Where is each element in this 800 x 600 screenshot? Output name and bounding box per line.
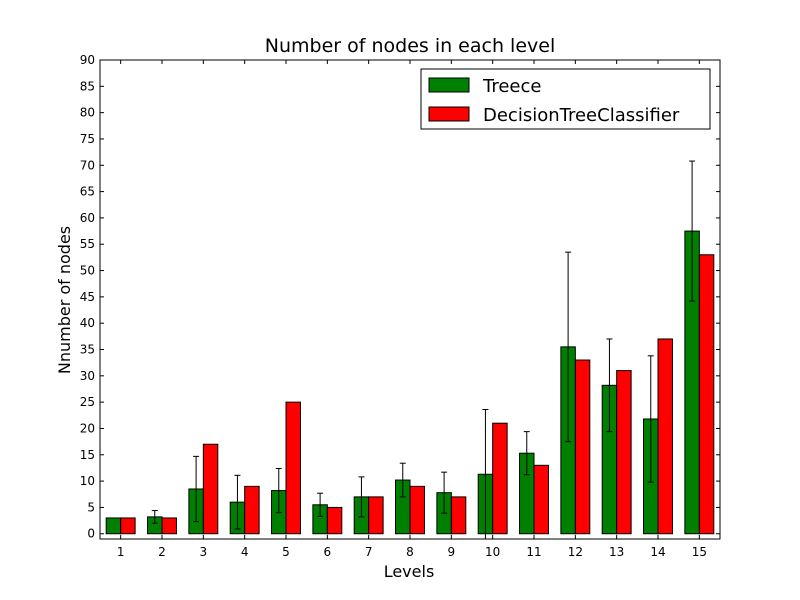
legend-label-treece: Treece bbox=[482, 76, 541, 97]
bar-decisiontreeclassifier-14 bbox=[657, 338, 673, 535]
bar-decisiontreeclassifier-10 bbox=[492, 422, 508, 535]
x-tick-label-9: 9 bbox=[448, 545, 456, 559]
x-tick-label-7: 7 bbox=[365, 545, 373, 559]
bar-decisiontreeclassifier-6 bbox=[326, 506, 343, 535]
y-tick-label-45: 45 bbox=[80, 290, 95, 304]
bar-decisiontreeclassifier-8 bbox=[409, 485, 425, 535]
x-tick-label-14: 14 bbox=[650, 545, 665, 559]
bar-decisiontreeclassifier-13 bbox=[616, 370, 632, 535]
chart-title: Number of nodes in each level bbox=[265, 35, 555, 57]
x-tick-label-3: 3 bbox=[200, 545, 208, 559]
y-axis: 0 5 10 15 20 25 30 35 40 45 50 55 60 65 70 75 80 85 90 bbox=[80, 53, 720, 541]
x-tick-label-11: 11 bbox=[526, 545, 541, 559]
bar-decisiontreeclassifier-2 bbox=[161, 517, 177, 535]
x-tick-label-15: 15 bbox=[692, 545, 707, 559]
x-tick-label-6: 6 bbox=[324, 545, 332, 559]
y-tick-label-25: 25 bbox=[80, 395, 95, 409]
y-tick-label-40: 40 bbox=[80, 316, 95, 330]
x-tick-label-10: 10 bbox=[485, 545, 500, 559]
bar-decisiontreeclassifier-5 bbox=[285, 401, 301, 535]
error-bars-layer bbox=[151, 160, 696, 540]
x-tick-label-5: 5 bbox=[282, 545, 290, 559]
legend-label-decisiontreeclassifier: DecisionTreeClassifier bbox=[483, 105, 680, 126]
bar-treece-1 bbox=[105, 517, 122, 535]
x-axis-label: Levels bbox=[384, 562, 435, 581]
y-tick-label-10: 10 bbox=[80, 474, 95, 488]
x-tick-label-12: 12 bbox=[568, 545, 583, 559]
bar-decisiontreeclassifier-3 bbox=[202, 443, 219, 535]
y-tick-label-75: 75 bbox=[80, 132, 95, 146]
x-tick-label-2: 2 bbox=[158, 545, 166, 559]
bar-decisiontreeclassifier-9 bbox=[450, 496, 467, 535]
y-tick-label-55: 55 bbox=[80, 237, 95, 251]
x-axis: 1 2 3 4 5 6 7 8 9 10 11 12 13 14 15 bbox=[117, 60, 707, 559]
bar-decisiontreeclassifier-4 bbox=[244, 485, 260, 535]
y-tick-label-70: 70 bbox=[80, 158, 95, 172]
legend: Treece DecisionTreeClassifier bbox=[420, 68, 711, 130]
legend-swatch-treece bbox=[428, 77, 470, 93]
bar-decisiontreeclassifier-12 bbox=[574, 359, 591, 535]
bar-decisiontreeclassifier-1 bbox=[120, 517, 136, 535]
y-tick-label-50: 50 bbox=[80, 264, 95, 278]
bar-decisiontreeclassifier-15 bbox=[698, 254, 715, 535]
legend-swatch-decisiontreeclassifier bbox=[428, 106, 470, 122]
y-tick-label-80: 80 bbox=[80, 106, 95, 120]
x-tick-label-4: 4 bbox=[241, 545, 249, 559]
y-tick-label-90: 90 bbox=[80, 53, 95, 67]
x-tick-label-13: 13 bbox=[609, 545, 624, 559]
y-axis-label: Nnumber of nodes bbox=[55, 226, 74, 374]
y-tick-label-60: 60 bbox=[80, 211, 95, 225]
y-tick-label-85: 85 bbox=[80, 79, 95, 93]
bars-layer bbox=[105, 230, 715, 535]
y-tick-label-30: 30 bbox=[80, 369, 95, 383]
y-tick-label-65: 65 bbox=[80, 185, 95, 199]
y-tick-label-0: 0 bbox=[87, 527, 95, 541]
y-tick-label-5: 5 bbox=[87, 500, 95, 514]
bar-decisiontreeclassifier-7 bbox=[368, 496, 384, 535]
y-tick-label-35: 35 bbox=[80, 343, 95, 357]
y-tick-label-20: 20 bbox=[80, 421, 95, 435]
x-tick-label-1: 1 bbox=[117, 545, 125, 559]
y-tick-label-15: 15 bbox=[80, 448, 95, 462]
x-tick-label-8: 8 bbox=[406, 545, 414, 559]
bar-decisiontreeclassifier-11 bbox=[533, 464, 549, 535]
